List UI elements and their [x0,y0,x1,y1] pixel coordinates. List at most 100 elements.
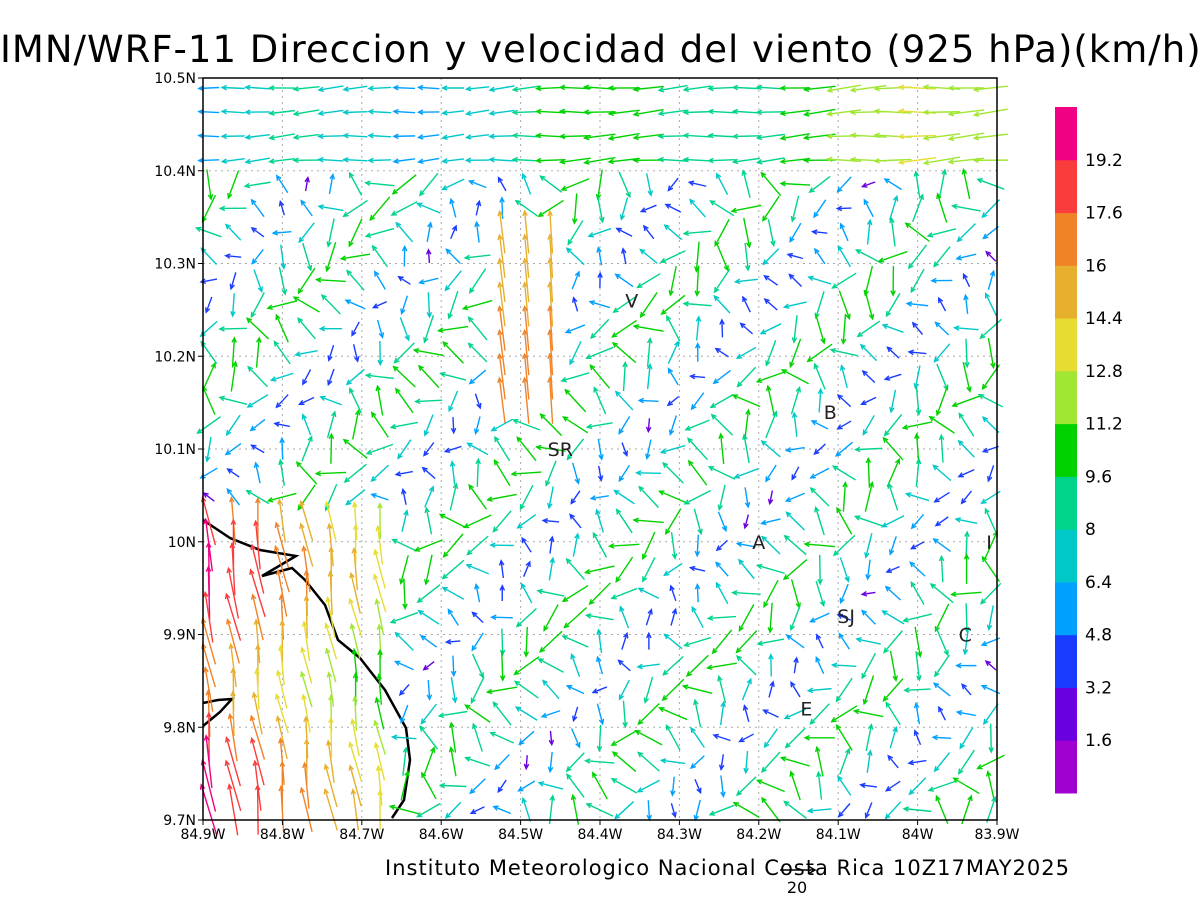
wind-vector [352,695,358,731]
wind-vector [585,422,613,430]
wind-vector [635,470,662,476]
wind-vector [255,336,262,368]
wind-vector [441,559,465,580]
wind-vector [562,416,589,434]
wind-vector [441,133,465,141]
wind-vector [682,301,712,307]
wind-vector [373,719,386,755]
wind-vector [849,132,887,139]
wind-vector [670,803,677,819]
wind-vector [763,274,779,286]
wind-vector [539,630,563,653]
wind-vector [840,313,847,346]
place-label: E [800,699,812,721]
wind-vector [326,671,335,707]
wind-vector [245,317,270,340]
wind-vector [885,565,900,573]
wind-vector [639,292,658,319]
wind-vector [668,265,677,297]
wind-vector [639,204,657,213]
wind-vector [515,608,537,628]
wind-vector [194,226,222,238]
wind-vector [584,613,614,621]
wind-vector [253,618,261,664]
wind-vector [447,608,459,626]
wind-vector [365,443,394,455]
wind-vector [972,157,1008,164]
wind-vector [607,132,640,141]
wind-vector [791,466,800,481]
wind-vector [597,465,604,482]
wind-vector [897,84,937,91]
wind-vector [596,724,603,753]
wind-vector [690,755,705,770]
wind-vector [987,337,996,370]
wind-vector [612,296,636,314]
wind-vector [730,204,762,214]
wind-vector [229,272,237,291]
wind-vector [250,593,264,641]
wind-vector [922,156,961,166]
wind-vector [862,415,875,436]
colorbar-label: 16 [1085,256,1107,276]
wind-vector [904,222,931,243]
wind-vector [947,132,984,142]
wind-vector [684,419,710,431]
wind-vector [543,604,559,632]
wind-vector [325,596,336,638]
wind-vector [374,598,385,636]
wind-vector [464,157,490,164]
colorbar-segment [1055,687,1077,741]
wind-vector [449,482,459,511]
wind-vector [352,523,359,566]
wind-vector [572,462,580,485]
wind-vector [982,225,999,240]
wind-vector [230,293,236,318]
wind-vector [342,109,368,116]
wind-vector [488,156,515,163]
wind-vector [658,490,688,504]
wind-vector [443,445,462,453]
wind-vector [441,85,465,91]
wind-vector [831,272,857,289]
wind-vector [470,676,485,705]
wind-vector [622,360,628,392]
wind-vector [614,801,635,820]
wind-vector [547,257,554,303]
wind-vector [866,218,873,245]
wind-vector [220,84,245,91]
wind-vector [717,511,727,533]
wind-vector [373,548,386,589]
wind-vector [712,733,731,742]
wind-vector [959,727,974,750]
wind-vector [489,731,515,744]
wind-vector [203,590,214,643]
colorbar-segment [1055,740,1077,794]
wind-vector [277,737,285,786]
wind-vector [548,556,555,581]
wind-vector [297,267,316,295]
colorbar-segment [1055,476,1077,530]
wind-vector [294,349,318,357]
wind-vector [887,754,899,769]
wind-vector [715,581,729,605]
wind-vector [412,348,444,357]
wind-vector [464,134,490,140]
wind-vector [713,268,731,294]
reference-vector: 20 [780,865,817,897]
wind-vector [401,487,407,505]
wind-vector [326,522,334,567]
wind-vector [536,588,565,597]
wind-vector [614,390,634,411]
wind-vector [351,546,359,591]
wind-vector [197,108,220,115]
wind-vector [421,771,437,800]
wind-vector [837,244,852,268]
wind-vector [276,568,288,617]
wind-vector [935,386,948,417]
wind-vector [278,593,285,640]
wind-vector [717,484,726,512]
wind-vector [224,223,242,241]
wind-vector [490,614,513,621]
wind-vector [246,394,269,408]
